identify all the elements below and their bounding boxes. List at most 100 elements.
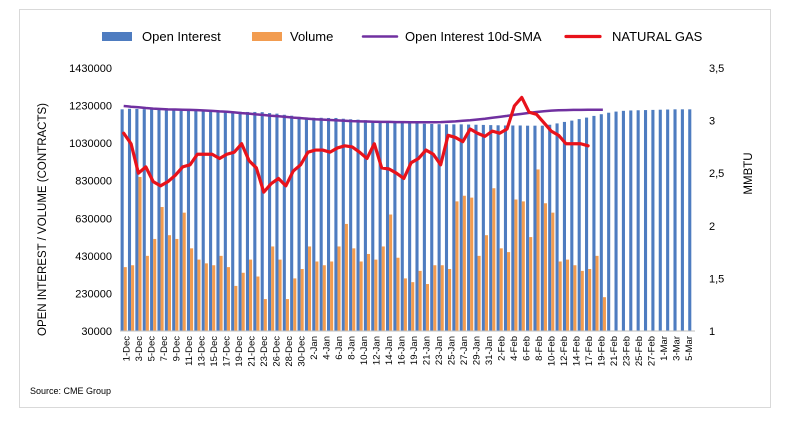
volume-bar [580,270,584,331]
volume-bar [322,265,326,331]
volume-bar [145,255,149,331]
y-right-tick-label: 2,5 [709,168,724,180]
x-tick-label: 27-Feb [646,336,657,366]
open-interest-bar [334,117,338,331]
x-tick-label: 11-Dec [184,336,195,366]
x-tick-label: 13-Dec [196,336,207,367]
x-tick-label: 31-Jan [484,336,495,365]
open-interest-bar [607,112,611,332]
x-tick-label: 10-Feb [546,336,557,366]
y-right-tick-label: 1,5 [709,273,724,285]
legend-label: Open Interest 10d-SMA [405,29,542,44]
x-tick-label: 23-Jan [434,336,445,365]
y-left-axis-title: OPEN INTEREST / VOLUME (CONTRACTS) [37,103,49,336]
open-interest-bar [467,124,471,331]
open-interest-bar [555,123,559,332]
x-tick-label: 3-Mar [671,336,682,361]
volume-bar [558,261,562,331]
x-tick-label: 3-Dec [134,336,145,362]
y-right-tick-label: 2 [709,221,715,233]
x-tick-label: 25-Jan [446,336,457,365]
x-tick-label: 8-Feb [534,336,545,361]
open-interest-bar [179,110,183,331]
x-tick-label: 14-Jan [384,336,395,365]
open-interest-bar [680,109,684,331]
open-interest-bar [356,119,360,332]
volume-bar [249,259,253,331]
x-tick-label: 25-Feb [634,336,645,366]
open-interest-bar [666,109,670,332]
x-tick-label: 21-Dec [246,336,257,367]
legend-label: Volume [290,29,333,44]
volume-bar [543,203,547,331]
open-interest-bar [400,122,404,331]
natural-gas-line [122,95,590,194]
open-interest-bar [290,115,294,331]
open-interest-bar [245,111,250,331]
y-left-tick-label: 830000 [75,176,112,188]
x-tick-label: 21-Feb [609,336,620,366]
open-interest-bar [135,108,139,332]
volume-bar [573,265,577,331]
x-tick-label: 14-Feb [571,336,582,366]
volume-bar [153,238,157,331]
volume-bar [477,255,481,331]
open-interest-bar [408,122,412,332]
x-tick-label: 6-Jan [334,336,345,360]
open-interest-bar [540,125,544,331]
volume-bar [226,267,230,331]
x-tick-label: 1-Dec [121,336,132,362]
open-interest-bar [282,114,286,331]
volume-bar [418,270,422,331]
x-tick-label: 4-Feb [509,336,520,361]
chart: 1430000123000010300008300006300004300002… [37,29,755,367]
open-interest-bar [127,108,132,331]
volume-bar [234,285,238,331]
x-tick-label: 19-Feb [596,336,607,366]
open-interest-bar [209,111,213,331]
volume-bar [507,252,511,331]
open-interest-bar [223,111,227,332]
y-right-tick-label: 3,5 [709,63,724,75]
open-interest-bar [304,117,308,331]
open-interest-bar [319,117,323,332]
legend-label: Open Interest [142,29,221,44]
volume-bar [212,265,216,331]
open-interest-bar [511,125,515,331]
volume-bar [352,248,356,331]
x-tick-label: 19-Jan [409,336,420,365]
open-interest-bar [658,109,662,331]
source-note: Source: CME Group [30,386,112,396]
volume-bar [374,259,378,331]
open-interest-bar [496,125,500,332]
x-tick-label: 27-Jan [459,336,470,365]
x-tick-label: 29-Jan [471,336,482,365]
x-tick-label: 26-Dec [271,336,282,367]
open-interest-bar [363,120,367,331]
x-tick-label: 15-Dec [209,336,220,367]
open-interest-bar [518,125,522,331]
volume-bar [204,263,208,331]
open-interest-bar [378,120,382,332]
volume-bar [389,214,393,331]
y-left-tick-label: 1030000 [69,138,112,150]
volume-bar [263,299,267,331]
volume-bar [602,297,606,331]
volume-bar [462,195,466,331]
x-tick-label: 17-Feb [584,336,595,366]
open-interest-bar [430,123,434,331]
y-left-tick-label: 230000 [75,288,112,300]
open-interest-bar [548,124,552,332]
oi-sma-line [123,104,603,124]
open-interest-bar [142,109,146,331]
x-tick-label: 4-Jan [321,336,332,360]
volume-bar [425,284,430,331]
open-interest-bar [570,120,574,331]
volume-bar [529,237,533,331]
volume-bar [241,272,245,331]
x-tick-label: 17-Dec [221,336,232,367]
volume-bar [138,176,142,331]
open-interest-bar [231,111,235,331]
open-interest-bar [452,124,456,331]
open-interest-bar [216,111,220,331]
